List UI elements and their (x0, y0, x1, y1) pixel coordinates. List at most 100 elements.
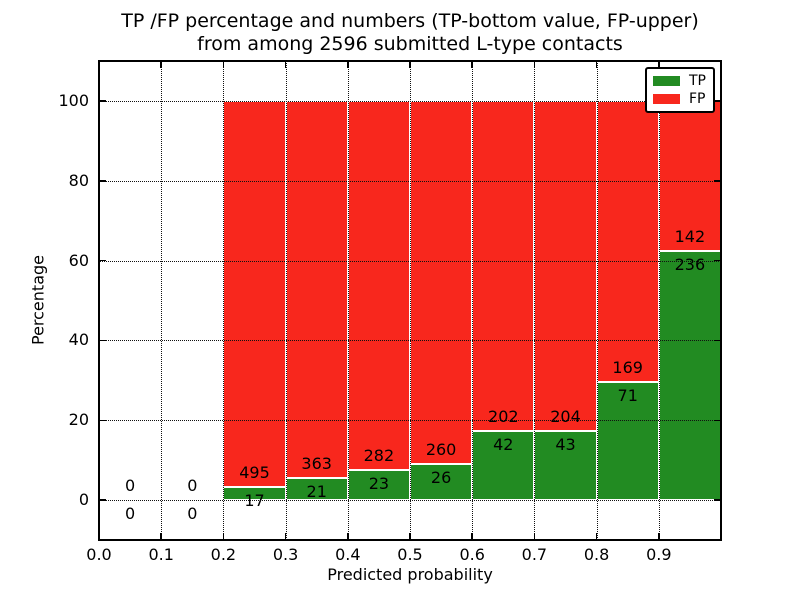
bar-segment-tp (410, 463, 473, 501)
y-tick-mark (99, 419, 106, 421)
x-tick-mark (222, 533, 225, 540)
legend-label: FP (689, 90, 706, 107)
tp-count-label: 0 (125, 504, 136, 524)
y-gridline (99, 340, 721, 342)
tp-count-label: 26 (430, 467, 452, 487)
bar-segment-fp (347, 100, 410, 470)
y-tick-mark (714, 180, 721, 182)
legend-entry: TP (653, 74, 707, 88)
y-tick-mark (714, 100, 721, 102)
y-tick-mark (714, 419, 721, 421)
x-gridline (410, 61, 411, 540)
tp-count-label: 71 (617, 385, 638, 405)
y-gridline (99, 260, 721, 262)
fp-count-label: 260 (425, 439, 457, 459)
x-gridline (161, 61, 163, 540)
x-gridline (534, 61, 536, 540)
x-tick-mark (347, 61, 349, 68)
fp-count-label: 363 (301, 454, 332, 474)
x-tick-label: 0.4 (335, 545, 361, 564)
x-tick-mark (284, 533, 287, 540)
bar-segment-tp (347, 469, 410, 501)
chart-title-line1: TP /FP percentage and numbers (TP-bottom… (121, 10, 699, 32)
fp-count-label: 202 (488, 407, 519, 427)
tp-count-label: 21 (306, 482, 327, 502)
x-tick-mark (471, 61, 473, 68)
x-axis-label: Predicted probability (327, 565, 493, 584)
tp-count-label: 0 (187, 504, 198, 524)
x-tick-mark (409, 533, 411, 540)
y-tick-label: 80 (68, 170, 89, 190)
x-tick-mark (658, 533, 660, 540)
tp-count-label: 23 (368, 473, 390, 493)
fp-count-label: 0 (187, 476, 198, 496)
legend-swatch-fp (653, 93, 680, 104)
x-tick-mark (595, 533, 598, 540)
tp-count-label: 43 (555, 434, 576, 454)
bar-segment-tp (472, 431, 535, 501)
y-tick-mark (99, 259, 106, 262)
x-tick-label: 0.9 (646, 545, 672, 564)
y-tick-label: 100 (58, 90, 89, 110)
fp-count-label: 282 (363, 445, 395, 465)
tp-count-label: 17 (244, 490, 265, 510)
y-gridline (99, 500, 721, 502)
x-tick-mark (160, 533, 162, 540)
x-tick-mark (533, 61, 536, 68)
fp-count-label: 142 (674, 226, 706, 246)
bar-segment-fp (472, 100, 535, 432)
fp-count-label: 495 (239, 462, 270, 482)
y-tick-label: 20 (68, 410, 89, 430)
x-tick-mark (471, 533, 473, 540)
x-gridline (658, 61, 660, 540)
x-gridline (347, 61, 349, 540)
x-gridline (472, 61, 474, 540)
x-gridline (596, 61, 598, 540)
fp-count-label: 204 (550, 406, 581, 426)
x-tick-label: 0.2 (210, 545, 237, 564)
x-tick-label: 0.8 (583, 545, 610, 564)
x-tick-label: 0.7 (521, 545, 548, 564)
x-tick-mark (409, 61, 411, 68)
y-tick-label: 40 (68, 330, 89, 350)
y-tick-mark (714, 499, 721, 501)
x-tick-mark (98, 533, 100, 540)
x-tick-label: 0.5 (397, 545, 423, 564)
y-gridline (99, 420, 721, 422)
x-tick-mark (222, 61, 225, 68)
x-tick-label: 0.6 (459, 545, 485, 564)
legend-label: TP (689, 73, 706, 90)
x-tick-mark (595, 61, 598, 68)
bar-segment-tp (534, 430, 597, 501)
chart-title-line2: from among 2596 submitted L-type contact… (197, 33, 623, 55)
x-tick-mark (98, 61, 100, 68)
x-tick-mark (658, 61, 660, 68)
x-tick-label: 0.1 (148, 545, 174, 564)
axes-frame (98, 60, 722, 541)
bar-segment-fp (285, 100, 348, 479)
y-gridline (99, 180, 721, 182)
x-tick-mark (160, 61, 162, 68)
tp-count-label: 236 (674, 254, 706, 274)
fp-count-label: 169 (612, 357, 643, 377)
bar-segment-tp (596, 381, 659, 501)
bar-segment-fp (658, 100, 721, 251)
legend-swatch-tp (653, 76, 680, 87)
fp-count-label: 0 (125, 476, 136, 496)
y-tick-mark (714, 339, 721, 342)
x-tick-mark (347, 533, 349, 540)
legend-entry: FP (653, 92, 707, 106)
x-tick-mark (533, 533, 536, 540)
legend: TP FP (645, 67, 715, 113)
x-gridline (223, 61, 225, 540)
y-tick-mark (99, 339, 106, 342)
bar-segment-fp (534, 100, 597, 431)
y-tick-mark (99, 499, 106, 501)
chart-title: TP /FP percentage and numbers (TP-bottom… (99, 10, 721, 56)
x-gridline (285, 61, 287, 540)
y-tick-mark (99, 180, 106, 182)
y-tick-mark (714, 259, 721, 262)
bar-segment-tp (658, 250, 721, 501)
